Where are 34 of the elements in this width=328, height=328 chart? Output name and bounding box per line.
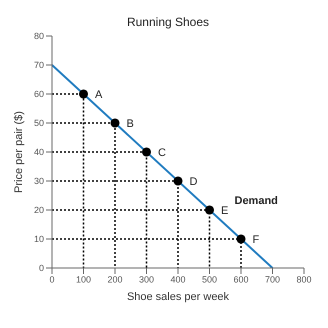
x-tick-label: 0	[49, 274, 55, 284]
x-tick-label: 800	[296, 274, 312, 284]
data-label: F	[252, 234, 260, 246]
x-tick-label: 300	[138, 274, 154, 284]
y-tick-label: 80	[34, 31, 44, 42]
x-axis-title: Shoe sales per week	[126, 291, 230, 303]
data-label: D	[190, 176, 198, 188]
x-tick-label: 600	[233, 274, 249, 284]
y-tick-label: 70	[34, 60, 44, 70]
y-tick-label: 30	[34, 176, 44, 186]
y-tick-label: 60	[34, 89, 44, 100]
point	[110, 118, 120, 128]
data-label: E	[221, 204, 228, 217]
y-tick-label: 10	[34, 234, 44, 244]
point	[236, 234, 246, 244]
y-tick-label: 0	[38, 263, 44, 274]
data-label: C	[158, 146, 166, 159]
data-label: B	[126, 118, 134, 130]
point	[78, 89, 88, 99]
x-tick-label: 500	[202, 274, 218, 284]
y-tick-label: 50	[34, 118, 44, 128]
point	[142, 147, 152, 157]
data-label: A	[95, 88, 104, 101]
point	[173, 176, 183, 186]
series-label: Demand	[234, 195, 278, 207]
x-tick-label: 200	[107, 274, 123, 284]
y-tick-label: 20	[34, 205, 44, 216]
x-tick-label: 400	[170, 274, 186, 284]
y-axis-title: Price per pair ($)	[12, 111, 25, 193]
y-tick-label: 40	[34, 147, 44, 158]
x-tick-label: 100	[76, 274, 92, 284]
x-tick-label: 700	[264, 274, 280, 284]
point	[204, 205, 214, 215]
chart-title: Running Shoes	[126, 15, 210, 29]
